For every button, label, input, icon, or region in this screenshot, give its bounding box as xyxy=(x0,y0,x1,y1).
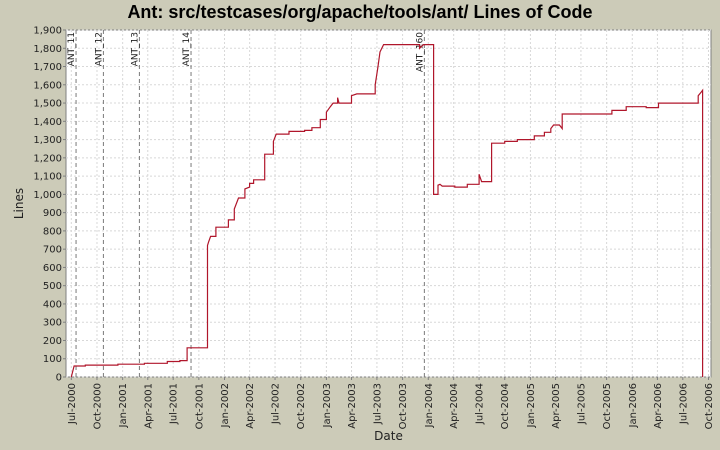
y-tick-label: 1,300 xyxy=(33,135,62,146)
release-marker-label: ANT_12 xyxy=(94,32,104,66)
release-marker-label: ANT_160 xyxy=(415,32,425,72)
x-tick-label: Oct-2000 xyxy=(92,383,103,429)
y-tick-label: 600 xyxy=(43,263,62,274)
release-markers: ANT_11 ANT_12 ANT_13 ANT_14 ANT_160 xyxy=(67,30,425,377)
x-tick-label: Jan-2001 xyxy=(118,383,129,428)
x-tick-label: Apr-2004 xyxy=(449,383,460,429)
x-axis-label: Date xyxy=(374,429,403,443)
x-tick-label: Jul-2000 xyxy=(67,383,78,425)
y-tick-label: 300 xyxy=(43,318,62,329)
x-tick-label: Oct-2006 xyxy=(704,383,715,429)
x-tick-label: Jul-2001 xyxy=(169,383,180,425)
x-tick-label: Apr-2002 xyxy=(245,383,256,429)
release-marker-label: ANT_13 xyxy=(130,32,140,66)
x-tick-label: Jan-2003 xyxy=(322,383,333,428)
x-tick-label: Jul-2002 xyxy=(271,383,282,425)
x-tick-label: Jul-2006 xyxy=(678,383,689,425)
release-marker-label: ANT_14 xyxy=(182,32,192,67)
y-tick-label: 1,200 xyxy=(33,153,62,164)
y-tick-label: 1,800 xyxy=(33,44,62,55)
y-tick-label: 400 xyxy=(43,299,62,310)
x-tick-label: Jan-2005 xyxy=(526,383,537,428)
plot-area xyxy=(65,29,712,378)
y-tick-label: 800 xyxy=(43,226,62,237)
x-tick-label: Jul-2005 xyxy=(576,383,587,425)
x-tick-label: Jul-2004 xyxy=(475,383,486,425)
y-tick-label: 1,600 xyxy=(33,80,62,91)
y-tick-label: 200 xyxy=(43,336,62,347)
y-tick-label: 1,900 xyxy=(33,26,62,37)
x-tick-label: Oct-2001 xyxy=(194,383,205,429)
series-layer xyxy=(70,43,704,378)
x-tick-label: Apr-2001 xyxy=(143,383,154,429)
y-tick-label: 1,700 xyxy=(33,62,62,73)
y-tick-label: 900 xyxy=(43,208,62,219)
y-tick-label: 1,100 xyxy=(33,172,62,183)
x-tick-label: Oct-2003 xyxy=(398,383,409,429)
y-axis-label: Lines xyxy=(12,188,26,219)
y-tick-label: 100 xyxy=(43,354,62,365)
y-tick-label: 0 xyxy=(56,373,62,384)
y-tick-label: 700 xyxy=(43,245,62,256)
x-tick-label: Apr-2006 xyxy=(653,383,664,429)
y-tick-label: 500 xyxy=(43,281,62,292)
x-tick-label: Jan-2004 xyxy=(424,383,435,428)
gridlines xyxy=(66,29,711,378)
x-tick-label: Apr-2005 xyxy=(551,383,562,429)
release-marker-label: ANT_11 xyxy=(67,32,77,66)
y-tick-label: 1,000 xyxy=(33,190,62,201)
y-axis: 0 100 200 300 400 500 600 700 800 900 1,000 1,100 1,… xyxy=(33,26,66,384)
loc-series-line xyxy=(70,43,704,378)
x-tick-label: Jan-2002 xyxy=(220,383,231,428)
y-tick-label: 1,500 xyxy=(33,99,62,110)
x-tick-label: Jan-2006 xyxy=(628,383,639,428)
x-tick-label: Jul-2003 xyxy=(372,383,383,425)
chart-title: Ant: src/testcases/org/apache/tools/ant/… xyxy=(127,2,593,22)
x-tick-label: Oct-2005 xyxy=(602,383,613,429)
x-tick-label: Oct-2004 xyxy=(500,383,511,429)
x-tick-label: Oct-2002 xyxy=(296,383,307,429)
x-axis: Jul-2000 Oct-2000 Jan-2001 Apr-2001 Jul-2001… xyxy=(67,377,715,429)
x-tick-label: Apr-2003 xyxy=(347,383,358,429)
y-tick-label: 1,400 xyxy=(33,117,62,128)
